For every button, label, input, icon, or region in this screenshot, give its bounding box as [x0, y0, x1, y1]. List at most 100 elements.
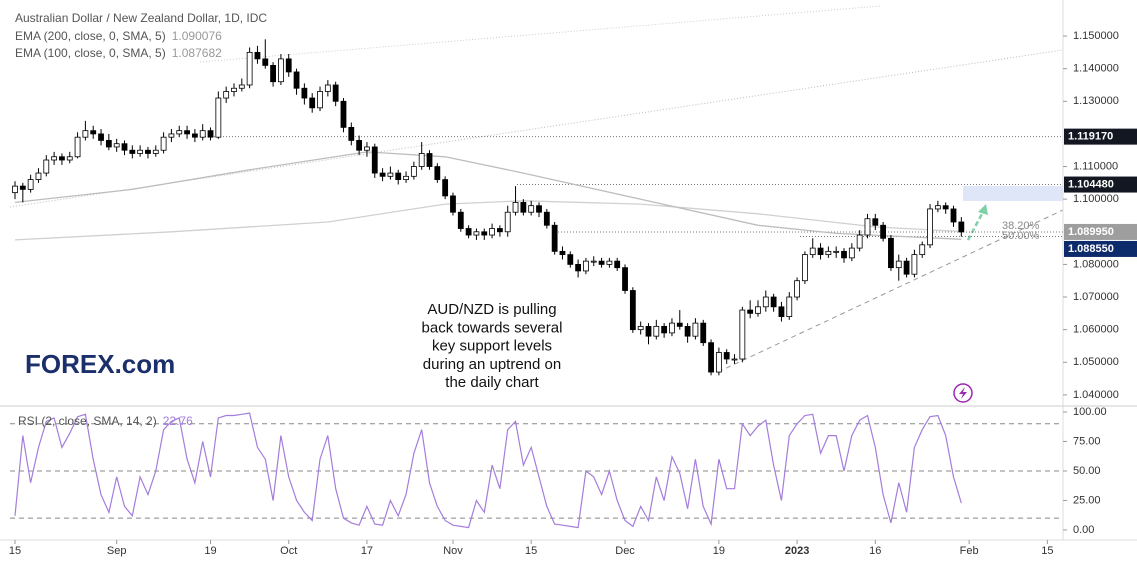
- candle-body: [762, 296, 769, 308]
- candle-body: [528, 205, 535, 213]
- fib-label: 38.20%: [1002, 220, 1040, 232]
- candle-body: [856, 234, 863, 249]
- alert-icon[interactable]: [953, 383, 973, 403]
- candle-body: [450, 195, 456, 213]
- candle-body: [309, 97, 316, 109]
- candle-body: [864, 218, 871, 236]
- candle-body: [317, 91, 323, 109]
- candle-body: [137, 149, 144, 154]
- y-tick-label: 100.00: [1073, 406, 1107, 418]
- candle-body: [934, 205, 941, 210]
- candle-body: [324, 84, 331, 92]
- candle-body: [496, 228, 503, 233]
- candle-body: [645, 325, 652, 337]
- x-tick-label: Dec: [615, 545, 635, 557]
- x-tick-label: 15: [1041, 545, 1053, 557]
- y-tick-label: 75.00: [1073, 435, 1101, 447]
- candle-body: [950, 208, 957, 223]
- legend-name: EMA (100, close, 0, SMA, 5): [15, 46, 166, 60]
- candle-body: [278, 58, 284, 83]
- level-label: 1.088550: [1068, 243, 1114, 255]
- y-tick-label: 1.060000: [1073, 324, 1119, 336]
- annotation: AUD/NZD is pulling: [427, 301, 556, 318]
- y-tick-label: 1.150000: [1073, 30, 1119, 42]
- candle-body: [661, 325, 668, 334]
- candle-body: [442, 179, 449, 197]
- candle-body: [942, 205, 949, 210]
- candle-body: [215, 97, 222, 138]
- y-tick-label: 1.100000: [1073, 193, 1119, 205]
- candle-body: [833, 250, 840, 253]
- candle-body: [285, 58, 292, 73]
- candle-body: [590, 260, 597, 263]
- annotation: key support levels: [432, 338, 552, 355]
- candle-body: [199, 130, 206, 138]
- y-tick-label: 1.070000: [1073, 291, 1119, 303]
- candle-body: [794, 280, 800, 298]
- annotation: back towards several: [422, 319, 563, 336]
- candle-body: [684, 325, 691, 337]
- chart-title: Australian Dollar / New Zealand Dollar, …: [15, 11, 267, 25]
- candle-body: [19, 185, 26, 190]
- candle-body: [715, 352, 722, 373]
- candle-body: [536, 205, 542, 213]
- candle-body: [543, 211, 550, 226]
- candle-body: [403, 175, 409, 180]
- candle-body: [927, 208, 933, 246]
- x-tick-label: Oct: [280, 545, 297, 557]
- candle-body: [176, 130, 183, 135]
- y-tick-label: 50.00: [1073, 465, 1101, 477]
- candle-body: [755, 306, 761, 314]
- x-tick-label: 15: [9, 545, 21, 557]
- x-tick-label: 15: [525, 545, 537, 557]
- candle-body: [113, 143, 120, 148]
- candle-body: [583, 260, 589, 272]
- candle-body: [770, 296, 777, 308]
- ema-line: [14, 151, 962, 240]
- candle-body: [958, 221, 965, 233]
- candle-body: [301, 87, 308, 99]
- candle-body: [653, 325, 660, 337]
- candle-body: [254, 51, 261, 60]
- annotation: the daily chart: [445, 374, 539, 391]
- y-tick-label: 1.080000: [1073, 258, 1119, 270]
- level-box: [1064, 128, 1137, 145]
- rsi-line: [14, 412, 962, 529]
- candle-body: [152, 149, 159, 154]
- candle-body: [802, 254, 808, 282]
- candle-body: [622, 267, 628, 291]
- rsi-name: RSI (2, close, SMA, 14, 2): [18, 414, 157, 428]
- candle-body: [825, 250, 832, 256]
- candle-body: [708, 342, 714, 373]
- level-label: 1.089950: [1068, 226, 1114, 238]
- y-tick-label: 25.00: [1073, 494, 1101, 506]
- trend-line: [717, 209, 1064, 373]
- candle-body: [457, 211, 464, 229]
- y-tick-label: 1.130000: [1073, 95, 1119, 107]
- candle-body: [731, 358, 738, 361]
- candle-body: [426, 153, 433, 167]
- candle-body: [395, 172, 402, 180]
- candle-body: [606, 260, 613, 265]
- candle-body: [66, 156, 73, 161]
- candle-body: [410, 166, 417, 177]
- candle-body: [332, 84, 339, 102]
- candle-body: [575, 264, 582, 272]
- candle-body: [903, 260, 910, 275]
- x-tick-label: 19: [713, 545, 725, 557]
- candle-body: [911, 254, 918, 275]
- level-box: [1064, 223, 1137, 240]
- projection-arrow: [966, 211, 985, 241]
- level-box: [1064, 176, 1137, 193]
- y-tick-label: 1.040000: [1073, 389, 1119, 401]
- candle-body: [207, 130, 214, 138]
- candle-body: [520, 202, 527, 213]
- candle-body: [629, 290, 636, 331]
- candle-body: [418, 153, 425, 167]
- x-tick-label: Sep: [107, 545, 127, 557]
- fib-label: 50.00%: [1002, 230, 1040, 242]
- candle-body: [82, 130, 89, 138]
- candle-body: [105, 140, 112, 148]
- candle-body: [121, 143, 128, 151]
